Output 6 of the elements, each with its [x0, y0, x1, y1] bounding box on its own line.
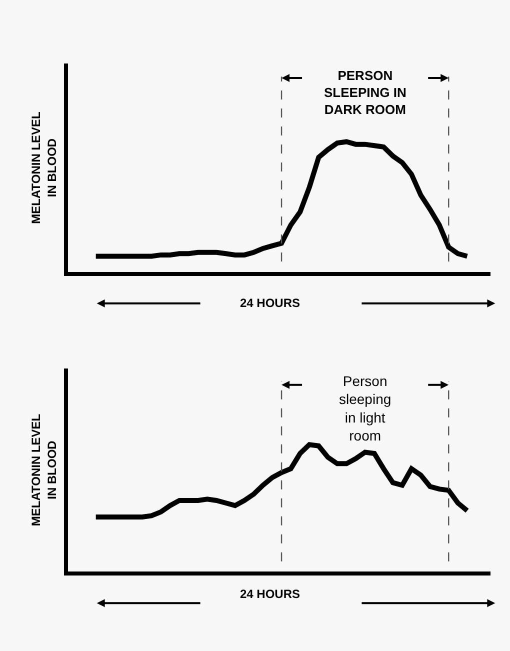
text: PERSON SLEEPING IN DARK ROOM [324, 68, 406, 117]
y-axis-title: MELATONIN LEVEL IN BLOOD [29, 414, 59, 526]
y-axis-title: MELATONIN LEVEL IN BLOOD [29, 112, 59, 224]
x-axis-title: 24 HOURS [240, 587, 300, 601]
text: Person sleeping in light room [339, 373, 392, 444]
x-axis-title: 24 HOURS [240, 296, 300, 310]
